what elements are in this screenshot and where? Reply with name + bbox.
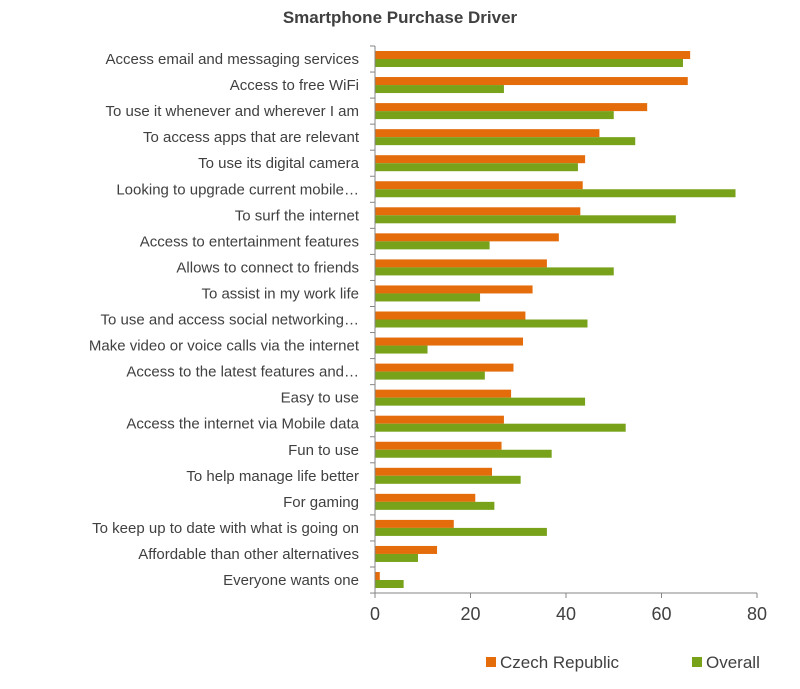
legend-swatch bbox=[486, 657, 496, 667]
legend-swatch bbox=[692, 657, 702, 667]
axes: 0 20 40 60 80 bbox=[370, 45, 767, 624]
bar-czech-republic bbox=[375, 519, 454, 528]
value-tick-label: 20 bbox=[460, 604, 480, 624]
bars-layer bbox=[375, 51, 736, 588]
category-label: To assist in my work life bbox=[201, 285, 359, 302]
bar-overall bbox=[375, 501, 495, 510]
bar-overall bbox=[375, 85, 504, 94]
bar-czech-republic bbox=[375, 389, 512, 398]
bar-czech-republic bbox=[375, 441, 502, 450]
category-labels: Access email and messaging services Acces… bbox=[89, 51, 360, 589]
category-label: Fun to use bbox=[288, 442, 359, 459]
bar-czech-republic bbox=[375, 181, 583, 190]
bar-czech-republic bbox=[375, 259, 547, 268]
bar-overall bbox=[375, 580, 404, 588]
bar-overall bbox=[375, 215, 676, 224]
bar-czech-republic bbox=[375, 51, 691, 59]
bar-overall bbox=[375, 475, 521, 484]
bar-overall bbox=[375, 423, 626, 432]
bar-czech-republic bbox=[375, 129, 600, 138]
category-label: Access to the latest features and… bbox=[126, 364, 359, 381]
bar-overall bbox=[375, 189, 736, 198]
bar-overall bbox=[375, 267, 614, 276]
category-label: Access email and messaging services bbox=[106, 51, 359, 68]
bar-czech-republic bbox=[375, 103, 648, 112]
bar-czech-republic bbox=[375, 285, 533, 294]
category-label: Allows to connect to friends bbox=[176, 259, 359, 276]
bar-czech-republic bbox=[375, 337, 524, 346]
bar-overall bbox=[375, 449, 552, 458]
legend-label: Overall bbox=[706, 653, 760, 672]
legend-label: Czech Republic bbox=[500, 653, 620, 672]
bar-czech-republic bbox=[375, 155, 586, 164]
category-label: For gaming bbox=[283, 494, 359, 511]
bar-overall bbox=[375, 111, 614, 120]
category-label: Looking to upgrade current mobile… bbox=[116, 181, 359, 198]
value-tick-label: 40 bbox=[556, 604, 576, 624]
bar-overall bbox=[375, 163, 578, 172]
bar-overall bbox=[375, 319, 588, 328]
bar-overall bbox=[375, 527, 547, 536]
bar-overall bbox=[375, 345, 428, 354]
category-label: Access to entertainment features bbox=[140, 233, 359, 250]
bar-czech-republic bbox=[375, 233, 559, 242]
category-label: Affordable than other alternatives bbox=[138, 546, 359, 563]
category-label: To keep up to date with what is going on bbox=[92, 520, 359, 537]
bar-overall bbox=[375, 59, 683, 67]
bar-czech-republic bbox=[375, 363, 514, 372]
category-label: To use and access social networking… bbox=[101, 312, 359, 329]
bar-overall bbox=[375, 293, 481, 302]
bar-czech-republic bbox=[375, 467, 492, 476]
category-label: To help manage life better bbox=[186, 468, 359, 485]
category-label: Access the internet via Mobile data bbox=[126, 416, 359, 433]
category-label: Everyone wants one bbox=[223, 572, 359, 589]
bar-czech-republic bbox=[375, 493, 476, 502]
bar-overall bbox=[375, 371, 485, 380]
value-tick-label: 0 bbox=[370, 604, 380, 624]
category-label: Access to free WiFi bbox=[230, 77, 359, 94]
category-label: Easy to use bbox=[281, 390, 359, 407]
category-label: To access apps that are relevant bbox=[143, 129, 360, 146]
bar-czech-republic bbox=[375, 572, 380, 580]
bar-overall bbox=[375, 241, 490, 250]
bar-czech-republic bbox=[375, 415, 504, 424]
bar-overall bbox=[375, 397, 586, 406]
value-tick-label: 60 bbox=[651, 604, 671, 624]
bar-czech-republic bbox=[375, 207, 581, 216]
category-label: Make video or voice calls via the intern… bbox=[89, 338, 360, 355]
chart-title: Smartphone Purchase Driver bbox=[282, 8, 518, 27]
bar-czech-republic bbox=[375, 311, 526, 320]
category-label: To use its digital camera bbox=[198, 155, 360, 172]
bar-czech-republic bbox=[375, 77, 688, 86]
category-label: To use it whenever and wherever I am bbox=[106, 103, 359, 120]
bar-czech-republic bbox=[375, 545, 438, 554]
bar-overall bbox=[375, 553, 418, 562]
category-label: To surf the internet bbox=[235, 207, 360, 224]
bar-overall bbox=[375, 137, 636, 146]
legend: Czech Republic Overall bbox=[486, 653, 760, 672]
value-tick-label: 80 bbox=[747, 604, 767, 624]
